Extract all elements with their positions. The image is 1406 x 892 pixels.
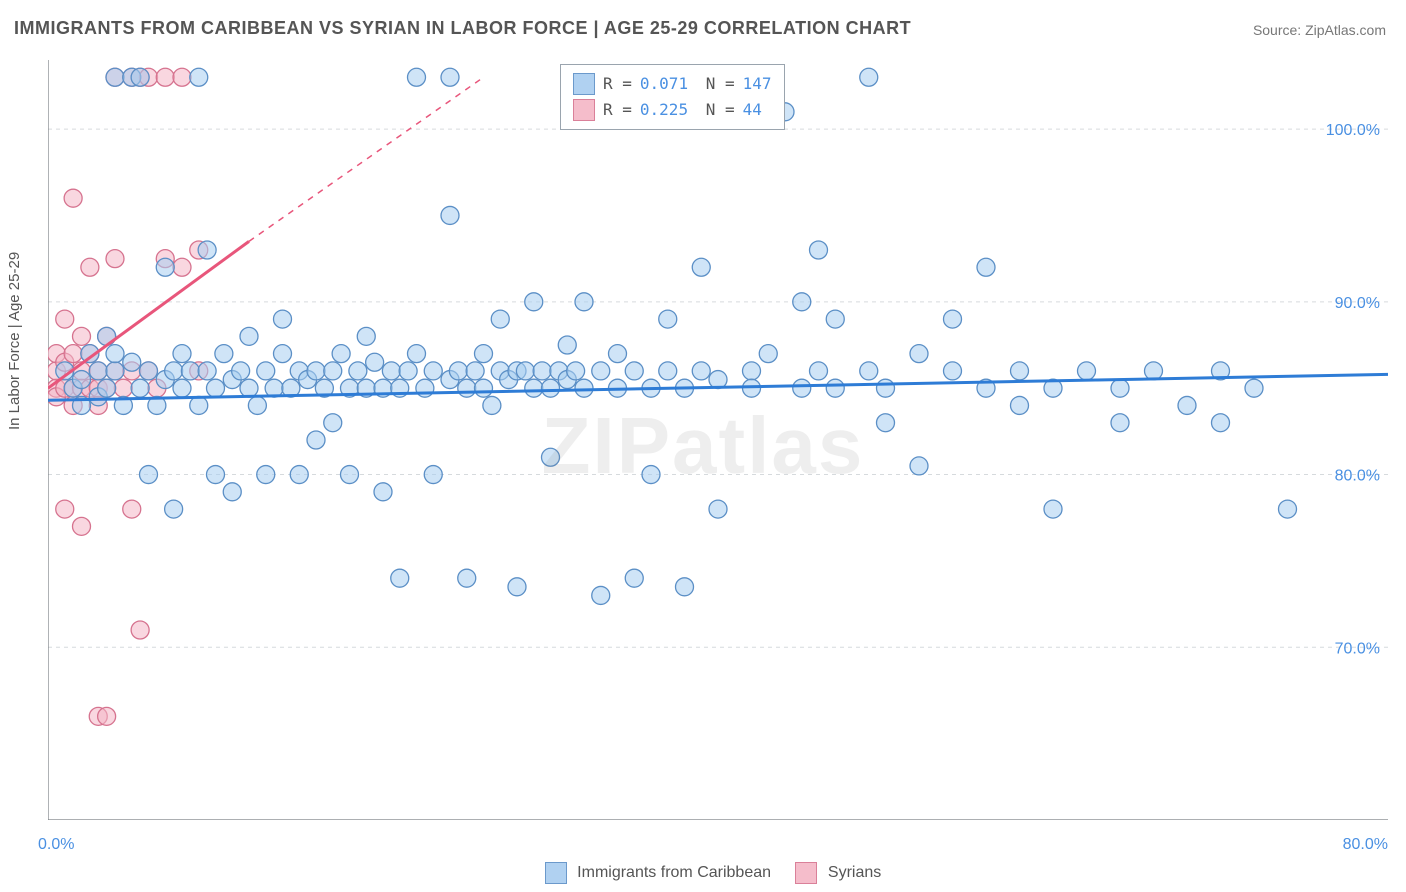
chart-title: IMMIGRANTS FROM CARIBBEAN VS SYRIAN IN L… xyxy=(14,18,911,39)
x-tick-label: 0.0% xyxy=(38,836,74,854)
legend-swatch-pink xyxy=(795,862,817,884)
legend-n-value: 44 xyxy=(743,97,762,123)
legend-series-label: Immigrants from Caribbean xyxy=(577,864,771,881)
svg-text:80.0%: 80.0% xyxy=(1335,468,1380,485)
legend-series-label: Syrians xyxy=(828,864,881,881)
source-label: Source: ZipAtlas.com xyxy=(1253,22,1386,38)
legend-n-value: 147 xyxy=(743,71,772,97)
svg-text:100.0%: 100.0% xyxy=(1326,122,1380,139)
legend-r-value: 0.071 xyxy=(640,71,688,97)
x-tick-label: 80.0% xyxy=(1343,836,1388,854)
legend-n-label: N = xyxy=(696,71,735,97)
legend-stats-row: R = 0.071 N = 147 xyxy=(573,71,772,97)
y-axis-label: In Labor Force | Age 25-29 xyxy=(6,252,23,430)
legend-swatch-pink xyxy=(573,99,595,121)
legend-n-label: N = xyxy=(696,97,735,123)
legend-stats-row: R = 0.225 N = 44 xyxy=(573,97,772,123)
legend-r-value: 0.225 xyxy=(640,97,688,123)
legend-series: Immigrants from Caribbean Syrians xyxy=(0,862,1406,884)
legend-swatch-blue xyxy=(545,862,567,884)
legend-r-label: R = xyxy=(603,97,632,123)
svg-text:70.0%: 70.0% xyxy=(1335,640,1380,657)
legend-r-label: R = xyxy=(603,71,632,97)
svg-text:90.0%: 90.0% xyxy=(1335,295,1380,312)
chart-container: IMMIGRANTS FROM CARIBBEAN VS SYRIAN IN L… xyxy=(0,0,1406,892)
scatter-plot: 70.0% 80.0% 90.0% 100.0% xyxy=(48,60,1388,820)
legend-swatch-blue xyxy=(573,73,595,95)
legend-stats: R = 0.071 N = 147 R = 0.225 N = 44 xyxy=(560,64,785,130)
